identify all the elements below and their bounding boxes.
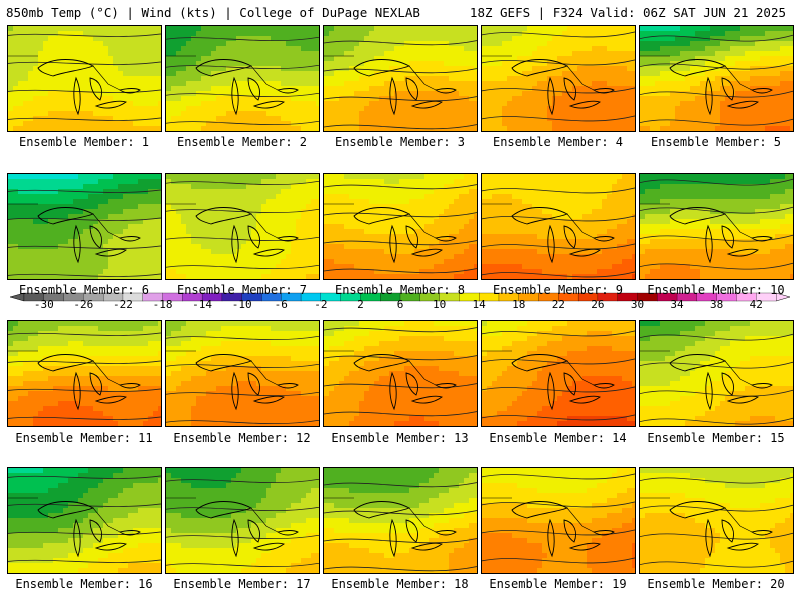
- ensemble-member-map-2: [165, 25, 320, 132]
- colorbar-tick-label: -22: [113, 298, 133, 311]
- ensemble-member-map-15: [639, 320, 794, 427]
- map-title: 850mb Temp (°C) | Wind (kts) | College o…: [6, 5, 420, 20]
- ensemble-member-map-9: [481, 173, 636, 280]
- ensemble-member-label: Ensemble Member: 19: [489, 577, 627, 591]
- ensemble-member-map-3: [323, 25, 478, 132]
- ensemble-member-label: Ensemble Member: 10: [647, 283, 785, 297]
- ensemble-member-map-19: [481, 467, 636, 574]
- ensemble-member-map-18: [323, 467, 478, 574]
- colorbar-tick-label: 34: [670, 298, 684, 311]
- ensemble-member-label: Ensemble Member: 16: [15, 577, 153, 591]
- ensemble-member-label: Ensemble Member: 8: [334, 283, 466, 297]
- ensemble-member-map-13: [323, 320, 478, 427]
- ensemble-member-label: Ensemble Member: 9: [492, 283, 624, 297]
- ensemble-member-map-8: [323, 173, 478, 280]
- ensemble-member-label: Ensemble Member: 13: [331, 431, 469, 445]
- colorbar-tick-label: 18: [512, 298, 526, 311]
- colorbar-tick-label: -6: [274, 298, 288, 311]
- temperature-colorbar: [9, 292, 791, 302]
- run-valid-time: 18Z GEFS | F324 Valid: 06Z SAT JUN 21 20…: [469, 5, 786, 20]
- ensemble-member-map-7: [165, 173, 320, 280]
- ensemble-member-label: Ensemble Member: 18: [331, 577, 469, 591]
- colorbar-tick-label: -14: [192, 298, 213, 311]
- ensemble-member-label: Ensemble Member: 1: [18, 135, 150, 149]
- ensemble-member-label: Ensemble Member: 4: [492, 135, 624, 149]
- ensemble-member-map-16: [7, 467, 162, 574]
- colorbar-tick-label: -10: [231, 298, 252, 311]
- ensemble-member-map-20: [639, 467, 794, 574]
- colorbar-tick-label: 6: [396, 298, 404, 311]
- ensemble-member-label: Ensemble Member: 11: [15, 431, 153, 445]
- ensemble-member-map-6: [7, 173, 162, 280]
- colorbar-tick-label: 14: [472, 298, 486, 311]
- ensemble-member-map-4: [481, 25, 636, 132]
- colorbar-tick-label: 42: [749, 298, 763, 311]
- ensemble-member-map-12: [165, 320, 320, 427]
- ensemble-member-label: Ensemble Member: 2: [176, 135, 308, 149]
- colorbar-tick-label: 22: [551, 298, 565, 311]
- colorbar-tick-label: -18: [152, 298, 173, 311]
- ensemble-member-map-14: [481, 320, 636, 427]
- ensemble-member-label: Ensemble Member: 7: [176, 283, 308, 297]
- colorbar-tick-label: -2: [314, 298, 328, 311]
- ensemble-member-map-10: [639, 173, 794, 280]
- ensemble-member-label: Ensemble Member: 12: [173, 431, 311, 445]
- colorbar-swatch: [756, 292, 777, 302]
- ensemble-member-map-11: [7, 320, 162, 427]
- ensemble-member-map-17: [165, 467, 320, 574]
- ensemble-member-label: Ensemble Member: 17: [173, 577, 311, 591]
- colorbar-tick-label: 30: [630, 298, 645, 311]
- colorbar-tick-label: 2: [357, 298, 364, 311]
- colorbar-tick-label: 26: [591, 298, 605, 311]
- ensemble-member-label: Ensemble Member: 3: [334, 135, 466, 149]
- colorbar-tick-label: 38: [710, 298, 724, 311]
- ensemble-member-label: Ensemble Member: 15: [647, 431, 785, 445]
- ensemble-member-label: Ensemble Member: 5: [650, 135, 782, 149]
- ensemble-member-map-1: [7, 25, 162, 132]
- ensemble-member-map-5: [639, 25, 794, 132]
- ensemble-member-label: Ensemble Member: 14: [489, 431, 627, 445]
- ensemble-member-label: Ensemble Member: 6: [18, 283, 150, 297]
- colorbar-tick-label: -30: [33, 298, 54, 311]
- colorbar-tick-label: 10: [432, 298, 447, 311]
- ensemble-member-label: Ensemble Member: 20: [647, 577, 785, 591]
- colorbar-tick-label: -26: [73, 298, 94, 311]
